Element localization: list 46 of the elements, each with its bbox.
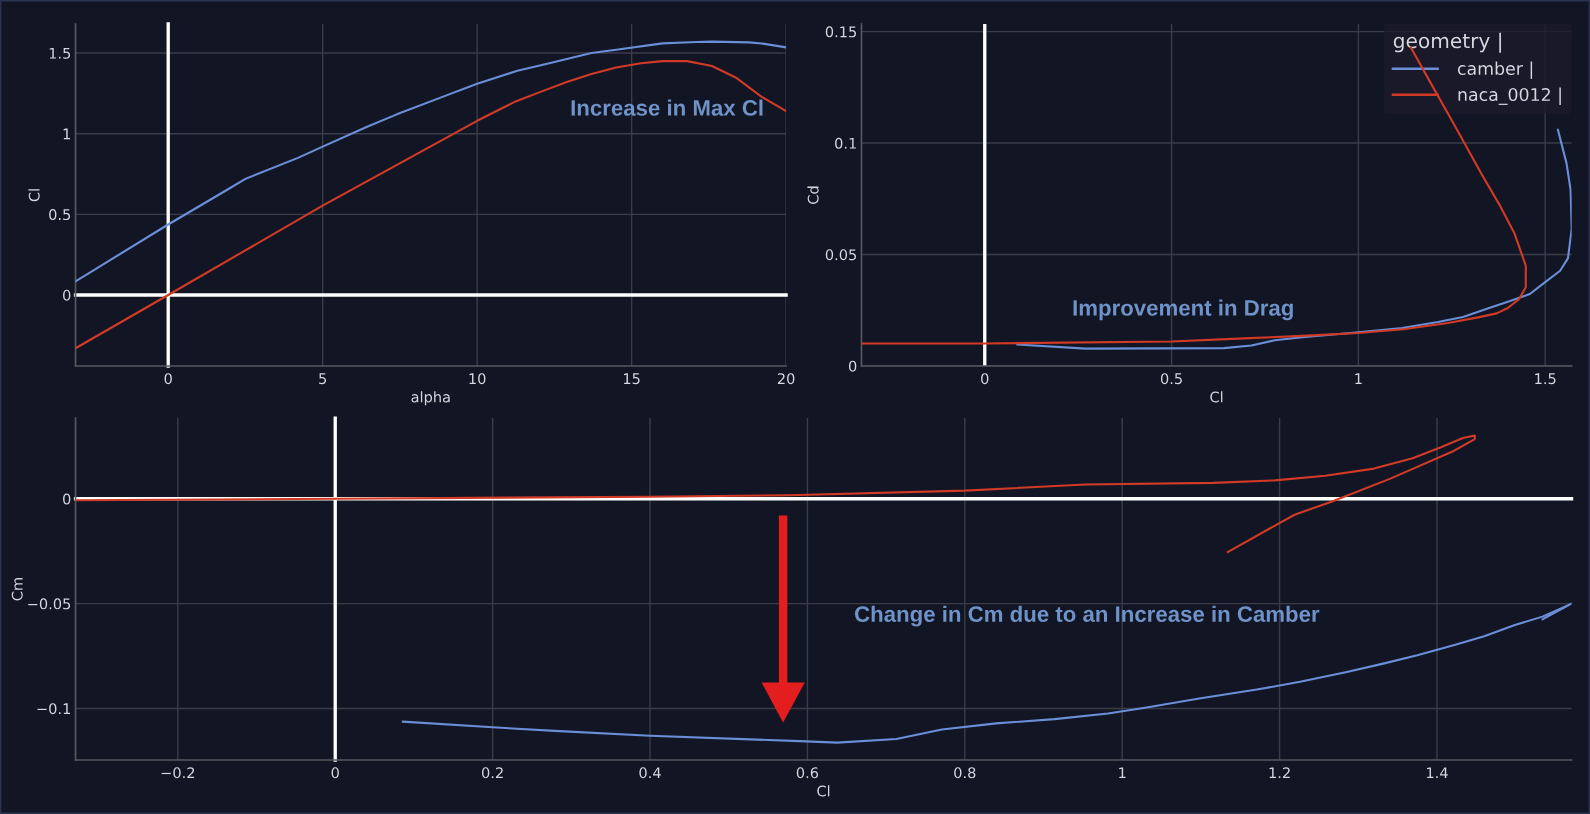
x-axis-title: alpha	[411, 391, 450, 406]
y-tick-label: 0.1	[835, 137, 856, 149]
x-tick-label: 0	[981, 373, 989, 385]
x-axis-title: Cl	[1210, 391, 1223, 403]
y-tick-label: 0	[63, 289, 71, 301]
x-tick-label: 0	[331, 767, 339, 779]
x-tick-label: 0.8	[954, 767, 976, 779]
legend-label: naca_0012 |	[1458, 87, 1561, 105]
y-tick-label: 0.05	[825, 249, 857, 261]
y-tick-label: 0.5	[49, 209, 71, 221]
x-tick-label: 1	[1119, 767, 1126, 779]
x-tick-label: 0.4	[639, 767, 661, 779]
line-series	[401, 602, 1572, 744]
x-tick-label: 1.5	[1535, 373, 1556, 385]
x-tick-label: 0	[164, 373, 172, 385]
y-tick-label: 0	[848, 360, 857, 372]
x-tick-label: 0.6	[796, 767, 819, 779]
y-axis-title: Cm	[11, 578, 23, 601]
y-tick-label: −0.05	[28, 598, 71, 610]
line-series	[75, 40, 787, 283]
annotation: Improvement in Drag	[1073, 299, 1293, 321]
y-tick-label: 1	[63, 128, 71, 140]
line-series	[75, 434, 1476, 554]
x-tick-label: 15	[623, 373, 640, 385]
x-tick-label: 1.4	[1426, 767, 1448, 779]
x-tick-label: 10	[469, 373, 486, 385]
line-series	[1016, 128, 1572, 350]
line-series	[75, 60, 787, 350]
y-axis-title: Cd	[807, 186, 819, 204]
legend-label: camber |	[1457, 61, 1533, 79]
x-tick-label: 1.2	[1269, 767, 1290, 779]
legend-title: geometry |	[1393, 32, 1501, 53]
annotation: Change in Cm due to an Increase in Camber	[855, 605, 1320, 627]
y-tick-label: 1.5	[49, 47, 71, 59]
x-axis-title: Cl	[817, 785, 830, 797]
x-tick-label: 0.2	[481, 767, 503, 779]
y-tick-label: 0	[63, 493, 71, 505]
annotation: Increase in Max Cl	[571, 99, 763, 116]
x-tick-label: −0.2	[161, 767, 195, 779]
x-tick-label: 0.5	[1160, 373, 1182, 385]
y-axis-title: Cl	[28, 189, 40, 202]
y-tick-label: 0.15	[825, 26, 857, 38]
x-tick-label: 20	[777, 373, 795, 385]
y-tick-label: −0.1	[37, 703, 71, 715]
x-tick-label: 1	[1355, 373, 1362, 384]
x-tick-label: 5	[319, 373, 327, 385]
